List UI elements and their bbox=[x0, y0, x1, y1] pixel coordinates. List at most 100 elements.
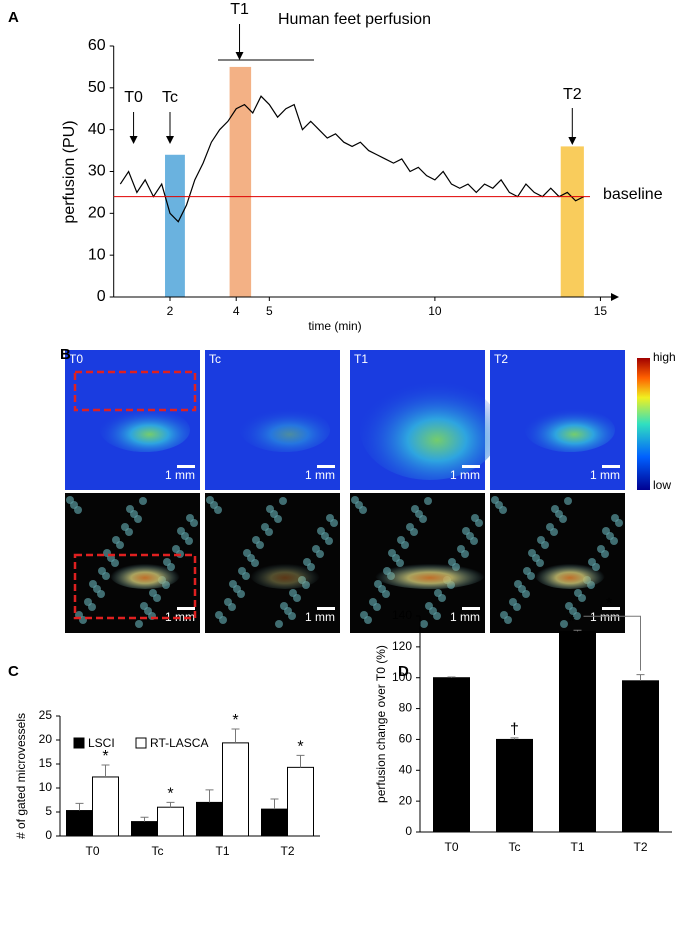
speckle bbox=[111, 559, 119, 567]
x-tick-label: Tc bbox=[509, 840, 521, 854]
speckle bbox=[610, 537, 618, 545]
significance-mark: * bbox=[102, 748, 108, 765]
speckle bbox=[504, 616, 512, 624]
speckle bbox=[316, 550, 324, 558]
y-axis-label: perfusion (PU) bbox=[61, 120, 78, 223]
y-tick-label: 0 bbox=[97, 288, 106, 305]
bar bbox=[92, 776, 119, 837]
error-bar bbox=[447, 676, 456, 678]
x-tick-label: T2 bbox=[633, 840, 647, 854]
speckle bbox=[522, 590, 530, 598]
scale-bar-label: 1 mm bbox=[450, 468, 480, 482]
vessel-region bbox=[375, 561, 485, 589]
highlight-bar bbox=[229, 66, 252, 298]
error-bar bbox=[140, 816, 149, 822]
speckle bbox=[265, 528, 273, 536]
error-bar bbox=[296, 754, 305, 768]
significance-mark: * bbox=[232, 712, 238, 729]
y-tick-label: 100 bbox=[392, 670, 412, 684]
scale-bar-label: 1 mm bbox=[165, 610, 195, 624]
speckle bbox=[288, 612, 296, 620]
bar bbox=[157, 806, 184, 837]
image-label: Tc bbox=[209, 352, 221, 366]
scale-bar-label: 1 mm bbox=[590, 468, 620, 482]
speckle bbox=[615, 519, 623, 527]
highlight-bar bbox=[560, 146, 584, 297]
perfusion-line bbox=[119, 95, 585, 223]
speckle bbox=[470, 537, 478, 545]
bar bbox=[131, 821, 158, 837]
x-tick-label: 15 bbox=[594, 304, 608, 318]
baseline-label: baseline bbox=[603, 186, 663, 203]
speckle bbox=[228, 603, 236, 611]
x-tick-label: T0 bbox=[85, 844, 99, 858]
panel-label: B bbox=[60, 346, 71, 363]
speckle bbox=[438, 594, 446, 602]
scale-bar bbox=[317, 465, 335, 468]
speckle bbox=[382, 590, 390, 598]
speckle bbox=[419, 515, 427, 523]
speckle bbox=[274, 515, 282, 523]
speckle bbox=[475, 519, 483, 527]
image-label: T0 bbox=[69, 352, 83, 366]
speckle bbox=[536, 559, 544, 567]
speckle bbox=[330, 519, 338, 527]
speckle bbox=[601, 550, 609, 558]
bar bbox=[66, 810, 93, 837]
speckle bbox=[461, 550, 469, 558]
annotation: * bbox=[568, 613, 574, 630]
scale-bar bbox=[317, 607, 335, 610]
vessel-region bbox=[535, 561, 605, 589]
speckle bbox=[219, 616, 227, 624]
x-tick-label: 5 bbox=[266, 304, 273, 318]
roi-box bbox=[73, 553, 197, 620]
speckle bbox=[116, 541, 124, 549]
flow-region bbox=[240, 408, 330, 452]
y-tick-label: 10 bbox=[88, 246, 106, 263]
speckle bbox=[135, 620, 143, 628]
flow-region bbox=[360, 380, 500, 480]
image-label: T1 bbox=[354, 352, 368, 366]
x-tick-label: 2 bbox=[167, 304, 174, 318]
flow-region bbox=[100, 408, 190, 452]
y-axis-label: # of gated microvessels bbox=[14, 713, 28, 839]
y-tick-label: 0 bbox=[45, 828, 52, 842]
title: Human feet perfusion bbox=[278, 11, 431, 28]
y-tick-label: 60 bbox=[399, 732, 413, 746]
error-bar bbox=[636, 674, 645, 681]
y-tick-label: 25 bbox=[39, 708, 53, 722]
vessel-region bbox=[110, 561, 180, 589]
panel-a: 0 10 20 30 40 50 60 2 4 5 10 15 baseline Human feet p… bbox=[61, 1, 662, 333]
speckle bbox=[578, 594, 586, 602]
speckle bbox=[214, 506, 222, 514]
legend-swatch bbox=[73, 737, 85, 749]
scale-bar-label: 1 mm bbox=[305, 468, 335, 482]
speckle bbox=[564, 497, 572, 505]
y-tick-label: 80 bbox=[399, 701, 413, 715]
speckle bbox=[325, 537, 333, 545]
speckle bbox=[256, 541, 264, 549]
time-marker-label: Tc bbox=[162, 89, 178, 106]
speckle bbox=[499, 506, 507, 514]
panel-label: C bbox=[8, 663, 19, 680]
error-bar bbox=[166, 801, 175, 808]
roi-box bbox=[73, 370, 197, 412]
bar bbox=[496, 738, 533, 833]
speckle bbox=[185, 537, 193, 545]
bar bbox=[622, 680, 659, 833]
speckle bbox=[550, 528, 558, 536]
speckle bbox=[359, 506, 367, 514]
speckle bbox=[237, 590, 245, 598]
speckle bbox=[275, 620, 283, 628]
y-tick-label: 20 bbox=[88, 205, 106, 222]
bar bbox=[261, 808, 288, 837]
scale-bar bbox=[602, 465, 620, 468]
image-label: T2 bbox=[494, 352, 508, 366]
speckle bbox=[410, 528, 418, 536]
speckle bbox=[242, 572, 250, 580]
x-axis-label: time (min) bbox=[308, 319, 361, 333]
significance-mark: * bbox=[167, 786, 173, 803]
speckle bbox=[527, 572, 535, 580]
